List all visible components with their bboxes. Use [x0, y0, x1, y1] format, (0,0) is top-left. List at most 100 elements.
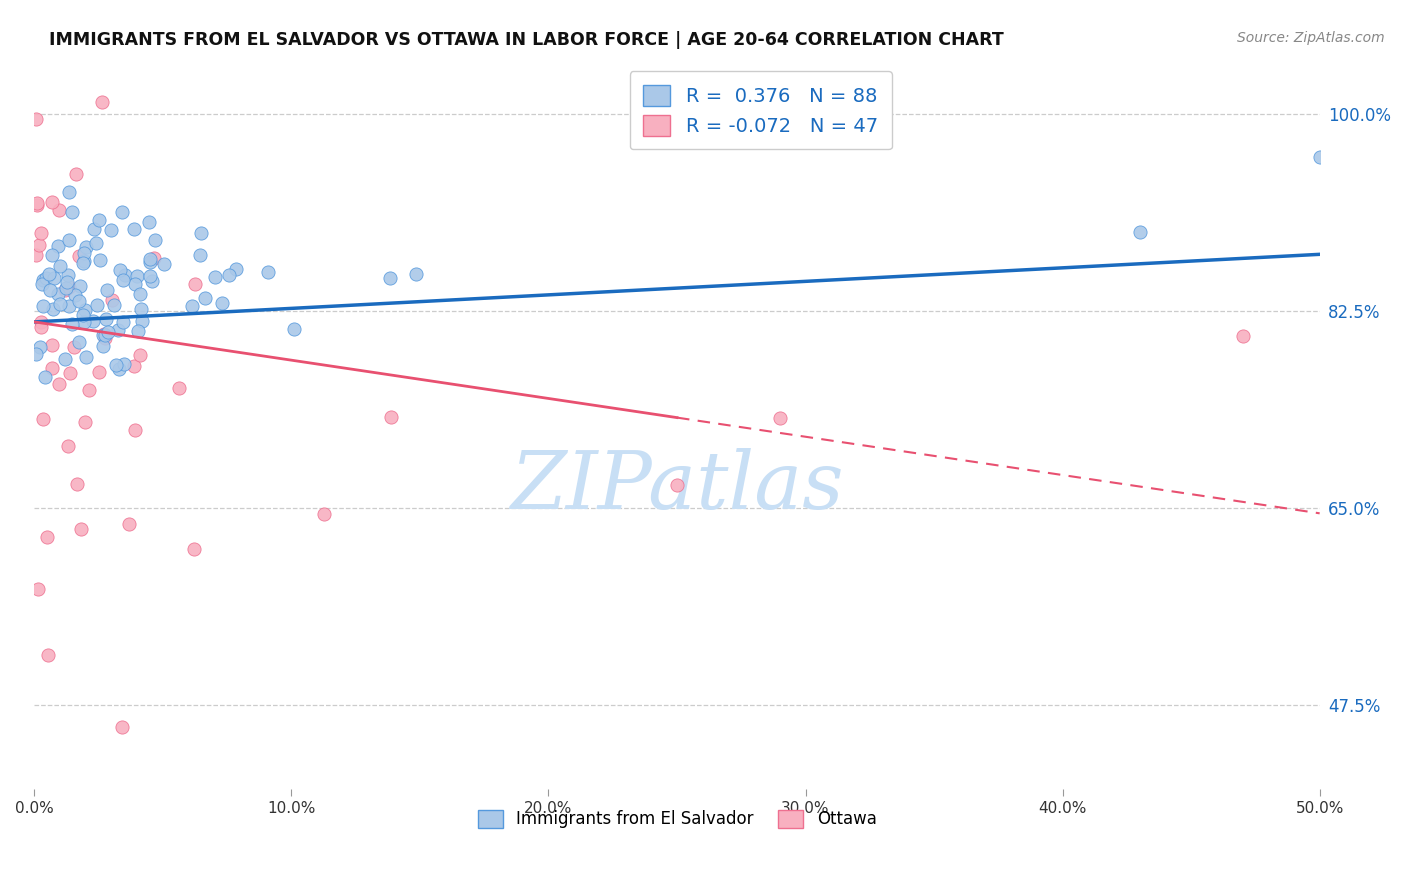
Point [67, 294, 90, 309]
Point [25, 196, 48, 211]
Point [138, 252, 160, 267]
Point [91, 327, 114, 342]
Point [89, 252, 111, 267]
Point [70, 522, 93, 536]
Point [53, 284, 76, 298]
Point [39, 283, 62, 297]
Point [48, 377, 70, 392]
Point [139, 269, 162, 284]
Point [41, 338, 63, 352]
Point [63, 340, 86, 354]
Point [93, 327, 115, 342]
Point [84, 235, 107, 250]
Point [25, 247, 48, 261]
Point [180, 299, 202, 313]
Point [100, 293, 122, 307]
Point [48, 202, 70, 217]
Point [25, 112, 48, 127]
Point [82, 314, 104, 328]
Point [143, 233, 166, 247]
Text: IMMIGRANTS FROM EL SALVADOR VS OTTAWA IN LABOR FORCE | AGE 20-64 CORRELATION CHA: IMMIGRANTS FROM EL SALVADOR VS OTTAWA IN… [49, 31, 1004, 49]
Point [94, 331, 117, 345]
Point [100, 222, 122, 236]
Point [1309, 149, 1331, 163]
Point [73, 246, 96, 260]
Text: ZIPatlas: ZIPatlas [510, 448, 844, 525]
Point [139, 255, 162, 269]
Point [59, 366, 82, 380]
Point [405, 268, 427, 282]
Point [41, 248, 63, 262]
Point [108, 263, 131, 277]
Point [58, 299, 80, 313]
Legend: Immigrants from El Salvador, Ottawa: Immigrants from El Salvador, Ottawa [471, 803, 883, 835]
Point [143, 251, 166, 265]
Point [131, 302, 153, 317]
Point [58, 185, 80, 199]
Point [91, 339, 114, 353]
Point [75, 240, 97, 254]
Point [104, 358, 127, 372]
Point [30, 320, 52, 334]
Point [122, 221, 145, 235]
Point [46, 287, 69, 301]
Point [65, 167, 87, 181]
Point [58, 439, 80, 453]
Point [218, 268, 240, 282]
Point [141, 274, 163, 288]
Point [256, 264, 278, 278]
Point [60, 204, 83, 219]
Point [37, 530, 59, 544]
Point [666, 478, 689, 492]
Point [107, 323, 129, 337]
Point [108, 361, 131, 376]
Point [129, 348, 152, 362]
Point [167, 381, 190, 395]
Point [56, 268, 79, 282]
Point [127, 325, 149, 339]
Point [73, 315, 96, 329]
Point [42, 271, 65, 285]
Point [114, 268, 136, 282]
Point [31, 412, 53, 426]
Point [28, 238, 51, 252]
Point [124, 277, 146, 291]
Point [225, 261, 247, 276]
Point [31, 277, 53, 291]
Point [24, 346, 46, 360]
Point [58, 280, 80, 294]
Point [769, 410, 792, 425]
Point [124, 424, 146, 438]
Point [86, 298, 108, 312]
Point [73, 254, 96, 268]
Point [73, 415, 96, 429]
Point [72, 308, 94, 322]
Point [72, 256, 94, 270]
Point [48, 297, 70, 311]
Point [41, 194, 63, 209]
Point [53, 351, 76, 366]
Point [112, 357, 135, 371]
Point [188, 248, 211, 262]
Point [75, 350, 97, 364]
Text: Source: ZipAtlas.com: Source: ZipAtlas.com [1237, 31, 1385, 45]
Point [96, 311, 118, 326]
Point [89, 365, 111, 379]
Point [34, 370, 56, 384]
Point [380, 410, 402, 425]
Point [38, 268, 60, 282]
Point [30, 315, 52, 329]
Point [111, 205, 134, 219]
Point [204, 269, 226, 284]
Point [49, 259, 72, 273]
Point [1129, 225, 1152, 239]
Point [63, 288, 86, 302]
Point [96, 284, 118, 298]
Point [58, 233, 80, 247]
Point [91, 95, 114, 110]
Point [46, 239, 69, 253]
Point [131, 314, 153, 328]
Point [112, 273, 135, 287]
Point [87, 213, 110, 227]
Point [378, 271, 401, 285]
